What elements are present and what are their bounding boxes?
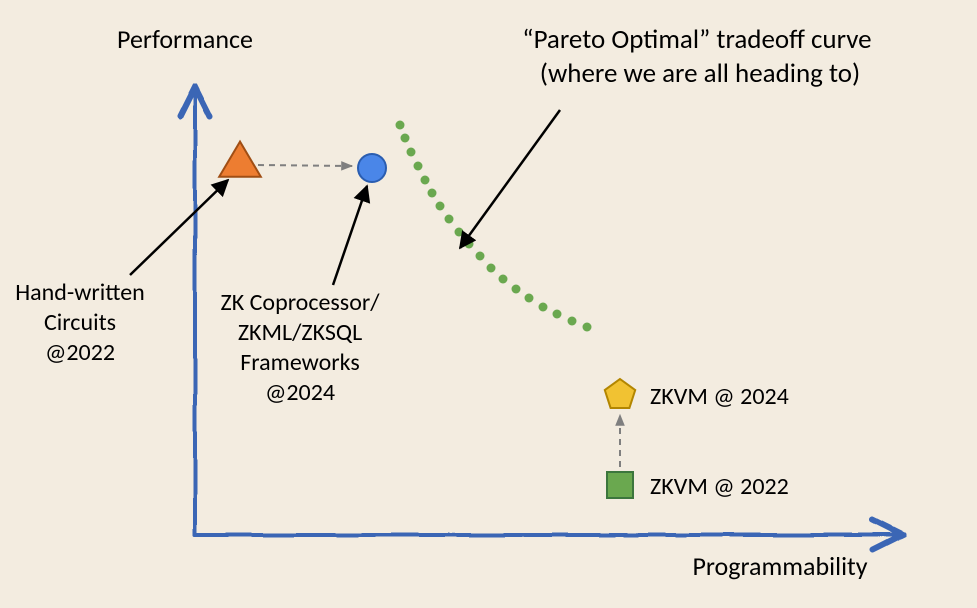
callout-arrow-coprocessor	[333, 186, 367, 285]
callout-arrow-handwritten	[130, 180, 228, 275]
label-zkvm-2022: ZKVM @ 2022	[650, 472, 789, 501]
point-zkvm-2024	[605, 379, 635, 408]
label-handwritten-circuits: Hand-writtenCircuits@2022	[15, 278, 145, 367]
label-zk-coprocessor: ZK Coprocessor/ZKML/ZKSQLFrameworks@2024	[221, 288, 381, 407]
label-zkvm-2024: ZKVM @ 2024	[650, 382, 789, 411]
point-handwritten-circuits	[219, 142, 261, 177]
point-zkvm-2022	[607, 472, 633, 498]
movement-arrow-handwritten-to-coprocessor	[258, 165, 352, 166]
pareto-curve	[396, 121, 592, 332]
point-zk-coprocessor	[358, 154, 386, 182]
pareto-callout-arrow	[460, 110, 560, 248]
diagram-canvas: Performance Programmability “Pareto Opti…	[0, 0, 977, 608]
pareto-title: “Pareto Optimal” tradeoff curve (where w…	[522, 23, 877, 90]
x-axis-label: Programmability	[692, 550, 867, 582]
y-axis-label: Performance	[117, 23, 253, 55]
